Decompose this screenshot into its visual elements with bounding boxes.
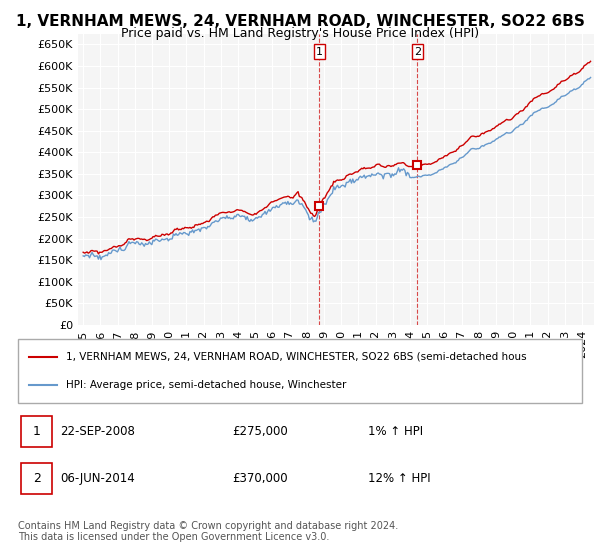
FancyBboxPatch shape xyxy=(18,339,582,403)
FancyBboxPatch shape xyxy=(21,463,52,494)
Text: 2: 2 xyxy=(414,46,421,57)
Text: HPI: Average price, semi-detached house, Winchester: HPI: Average price, semi-detached house,… xyxy=(66,380,346,390)
Text: £370,000: £370,000 xyxy=(232,472,288,485)
Text: 12% ↑ HPI: 12% ↑ HPI xyxy=(368,472,430,485)
FancyBboxPatch shape xyxy=(21,416,52,447)
Text: 1: 1 xyxy=(316,46,323,57)
Text: 06-JUN-2014: 06-JUN-2014 xyxy=(60,472,135,485)
Text: Price paid vs. HM Land Registry's House Price Index (HPI): Price paid vs. HM Land Registry's House … xyxy=(121,27,479,40)
Text: Contains HM Land Registry data © Crown copyright and database right 2024.
This d: Contains HM Land Registry data © Crown c… xyxy=(18,521,398,543)
Text: £275,000: £275,000 xyxy=(232,425,288,438)
Text: 1, VERNHAM MEWS, 24, VERNHAM ROAD, WINCHESTER, SO22 6BS (semi-detached hous: 1, VERNHAM MEWS, 24, VERNHAM ROAD, WINCH… xyxy=(66,352,527,362)
Text: 22-SEP-2008: 22-SEP-2008 xyxy=(60,425,135,438)
Text: 1, VERNHAM MEWS, 24, VERNHAM ROAD, WINCHESTER, SO22 6BS: 1, VERNHAM MEWS, 24, VERNHAM ROAD, WINCH… xyxy=(16,14,584,29)
Text: 1: 1 xyxy=(32,425,41,438)
Text: 2: 2 xyxy=(32,472,41,485)
Text: 1% ↑ HPI: 1% ↑ HPI xyxy=(368,425,423,438)
